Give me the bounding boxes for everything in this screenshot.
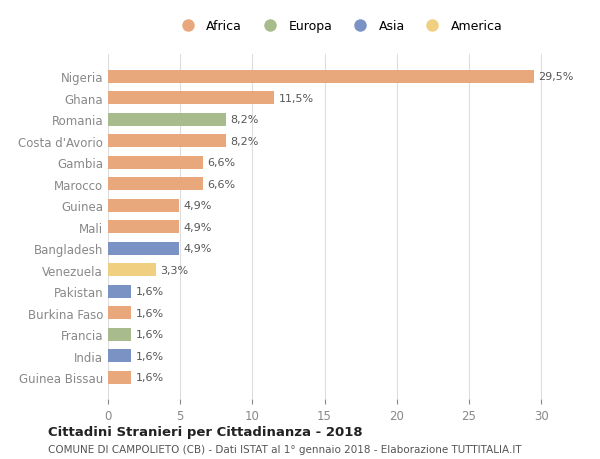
Bar bbox=[108, 371, 131, 384]
Text: 1,6%: 1,6% bbox=[136, 286, 164, 297]
Bar bbox=[108, 71, 534, 84]
Legend: Africa, Europa, Asia, America: Africa, Europa, Asia, America bbox=[172, 17, 506, 37]
Text: 6,6%: 6,6% bbox=[208, 158, 236, 168]
Bar bbox=[108, 349, 131, 362]
Bar bbox=[108, 221, 179, 234]
Text: 11,5%: 11,5% bbox=[278, 94, 313, 104]
Text: 8,2%: 8,2% bbox=[231, 136, 259, 146]
Bar bbox=[108, 328, 131, 341]
Bar bbox=[108, 285, 131, 298]
Bar bbox=[108, 199, 179, 212]
Text: 6,6%: 6,6% bbox=[208, 179, 236, 189]
Bar bbox=[108, 263, 155, 276]
Text: 8,2%: 8,2% bbox=[231, 115, 259, 125]
Text: 1,6%: 1,6% bbox=[136, 372, 164, 382]
Bar bbox=[108, 113, 226, 127]
Bar bbox=[108, 92, 274, 105]
Text: 4,9%: 4,9% bbox=[183, 222, 211, 232]
Text: 29,5%: 29,5% bbox=[538, 72, 574, 82]
Text: 1,6%: 1,6% bbox=[136, 308, 164, 318]
Bar bbox=[108, 157, 203, 169]
Text: 3,3%: 3,3% bbox=[160, 265, 188, 275]
Text: COMUNE DI CAMPOLIETO (CB) - Dati ISTAT al 1° gennaio 2018 - Elaborazione TUTTITA: COMUNE DI CAMPOLIETO (CB) - Dati ISTAT a… bbox=[48, 444, 521, 454]
Text: Cittadini Stranieri per Cittadinanza - 2018: Cittadini Stranieri per Cittadinanza - 2… bbox=[48, 425, 362, 438]
Bar bbox=[108, 135, 226, 148]
Bar bbox=[108, 307, 131, 319]
Text: 4,9%: 4,9% bbox=[183, 201, 211, 211]
Text: 1,6%: 1,6% bbox=[136, 351, 164, 361]
Bar bbox=[108, 178, 203, 191]
Text: 4,9%: 4,9% bbox=[183, 244, 211, 254]
Text: 1,6%: 1,6% bbox=[136, 330, 164, 339]
Bar bbox=[108, 242, 179, 255]
